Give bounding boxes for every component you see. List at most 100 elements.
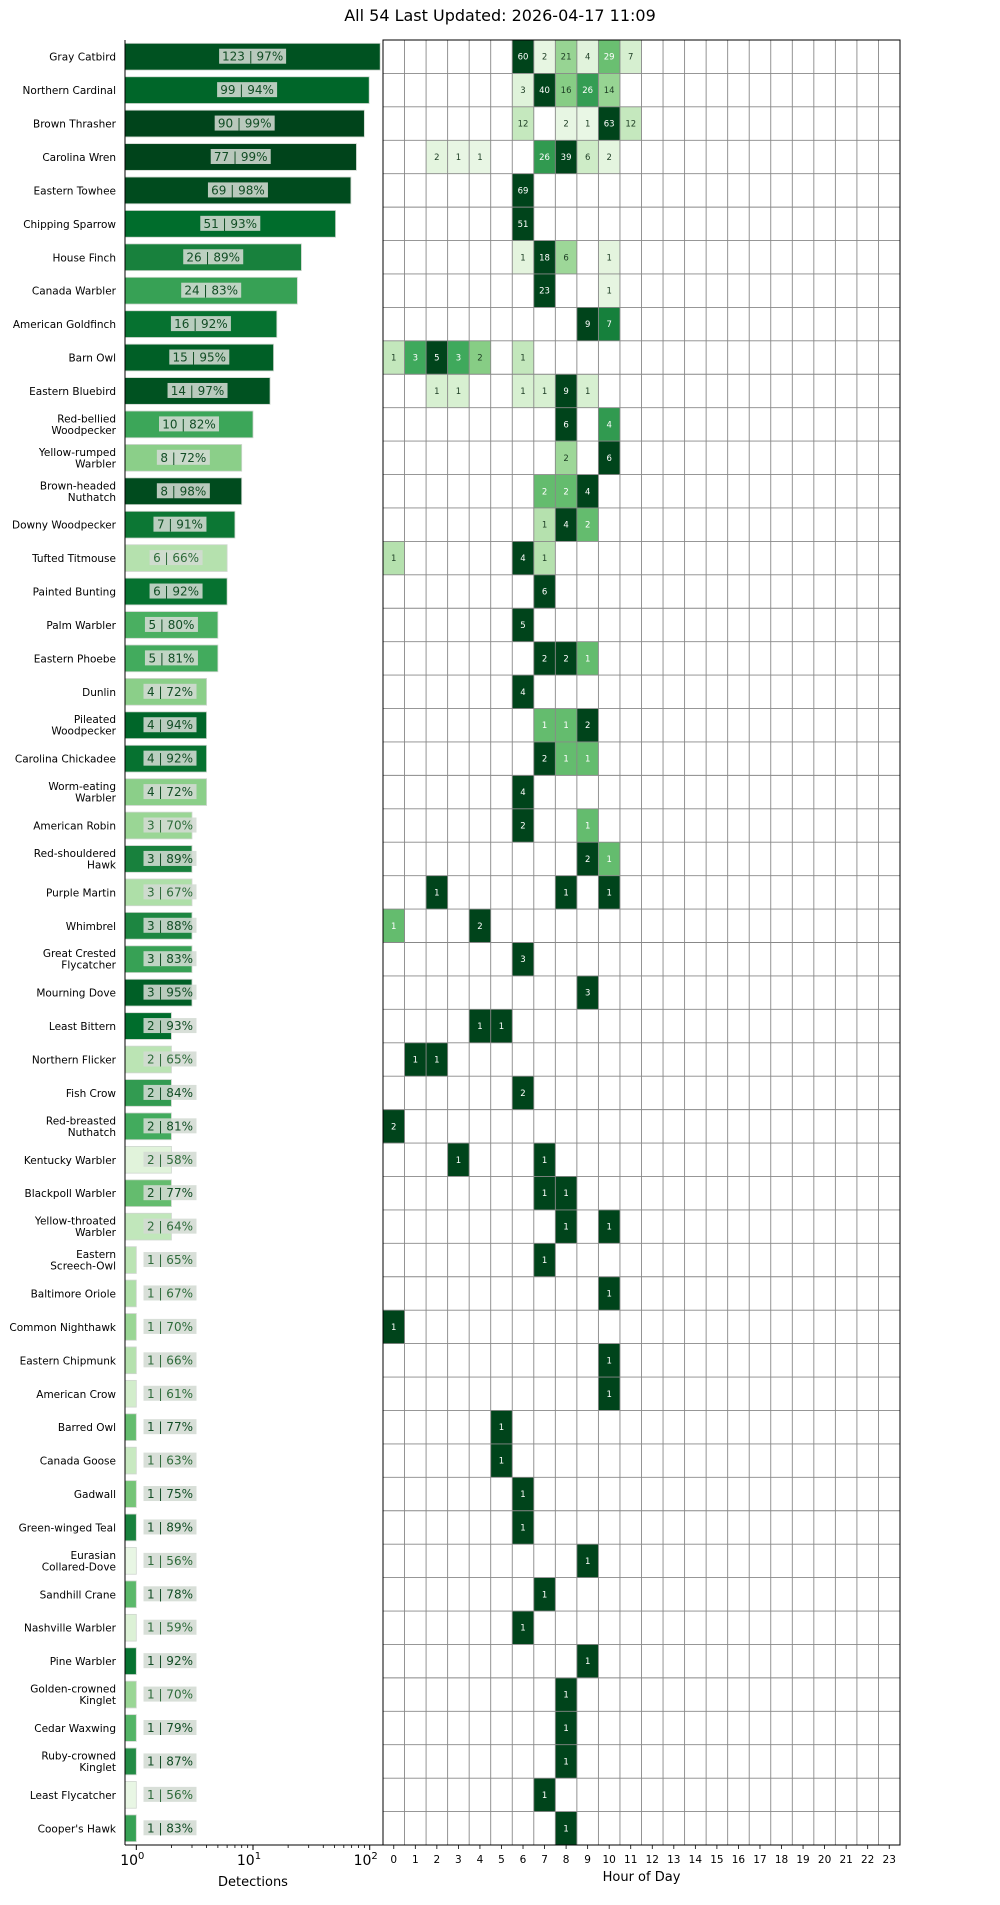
heat-cell: [576, 374, 599, 408]
heat-cell: [555, 875, 577, 910]
heat-cell-label: 1: [499, 1423, 504, 1433]
heat-cell: [555, 641, 577, 676]
heat-cell-label: 1: [606, 1390, 611, 1400]
heat-cell: [533, 40, 556, 74]
species-label-16: Painted Bunting: [33, 587, 116, 599]
bar-label-bg-53: [143, 1820, 197, 1836]
hour-tick-label: 9: [584, 1854, 591, 1866]
hour-tick-label: 1: [412, 1854, 419, 1866]
bar-value-label-38: 1 | 70%: [147, 1320, 193, 1334]
heat-cell: [598, 140, 620, 174]
species-label-22: Worm-eating Warbler: [48, 781, 116, 805]
heat-cell: [512, 541, 534, 575]
bar-label-bg-30: [143, 1051, 197, 1067]
heat-cell: [469, 1009, 491, 1043]
heat-cell-label: 26: [539, 153, 550, 163]
heat-cell-label: 1: [542, 387, 547, 397]
bar-tick-label-2: 102: [354, 1851, 378, 1869]
heat-cell: [555, 240, 577, 274]
heat-cell-label: 1: [563, 1757, 568, 1767]
bar-value-label-37: 1 | 67%: [147, 1286, 193, 1300]
heat-cell-label: 1: [606, 1223, 611, 1233]
bar-label-bg-51: [143, 1753, 197, 1769]
bar-label-bg-42: [143, 1452, 197, 1468]
heat-cell: [555, 441, 577, 475]
heat-cell: [576, 842, 599, 876]
hour-tick-label: 10: [603, 1854, 616, 1866]
heat-cell-label: 29: [604, 53, 615, 63]
heat-cell: [555, 407, 577, 442]
bar-value-label-27: 3 | 83%: [147, 952, 193, 966]
bar-label-bg-11: [159, 416, 219, 432]
bar-label-bg-36: [143, 1252, 197, 1268]
hour-tick-label: 6: [520, 1854, 527, 1866]
heat-cell-label: 12: [518, 120, 529, 130]
bar-label-bg-44: [143, 1519, 197, 1535]
bar-label-bg-9: [169, 349, 230, 365]
heat-cell-label: 1: [563, 755, 568, 765]
species-label-23: American Robin: [33, 821, 116, 833]
bar-value-label-25: 3 | 67%: [147, 885, 193, 899]
heat-cell-label: 1: [585, 387, 590, 397]
bar-label-bg-4: [207, 182, 268, 198]
heat-cell-label: 1: [542, 554, 547, 564]
heat-cell: [533, 73, 556, 107]
species-label-7: Canada Warbler: [32, 286, 117, 298]
heat-cell: [426, 875, 448, 910]
bar-label-bg-43: [143, 1486, 197, 1502]
heat-cell: [598, 40, 620, 74]
species-label-28: Mourning Dove: [36, 988, 116, 1000]
heat-cell-label: 6: [606, 454, 611, 464]
species-label-29: Least Bittern: [49, 1021, 116, 1033]
heat-cell: [598, 441, 620, 475]
species-label-47: Nashville Warbler: [24, 1623, 117, 1635]
bar-value-label-16: 6 | 92%: [153, 585, 199, 599]
bar-value-label-12: 8 | 72%: [160, 451, 206, 465]
heat-cell: [555, 1744, 577, 1779]
heat-cell: [512, 240, 534, 274]
bar-39: [124, 1346, 137, 1375]
heat-cell-label: 2: [606, 153, 611, 163]
heat-cell: [447, 340, 470, 375]
heat-cell-label: 1: [434, 1055, 439, 1065]
hour-tick-label: 0: [390, 1854, 397, 1866]
heat-cell: [576, 73, 599, 107]
heat-cell: [619, 40, 642, 74]
bar-label-bg-10: [167, 382, 228, 398]
bar-value-label-30: 2 | 65%: [147, 1052, 193, 1066]
heat-cell-label: 1: [456, 153, 461, 163]
heat-cell: [533, 1143, 556, 1177]
heat-cell-label: 21: [561, 53, 572, 63]
species-label-9: Barn Owl: [68, 353, 116, 365]
bar-label-bg-6: [183, 249, 244, 265]
heat-cell: [426, 1042, 448, 1077]
heat-cell-label: 14: [604, 86, 615, 96]
heat-cell-label: 1: [477, 1022, 482, 1032]
species-label-30: Northern Flicker: [32, 1054, 117, 1066]
heat-cell: [383, 1109, 405, 1144]
species-label-4: Eastern Towhee: [34, 185, 116, 197]
heat-cell: [447, 374, 470, 408]
heat-cell: [576, 507, 599, 542]
heat-cell-label: 2: [477, 354, 482, 364]
heat-cell-label: 2: [542, 487, 547, 497]
heat-cell-label: 1: [585, 1557, 590, 1567]
bar-label-bg-20: [143, 717, 197, 733]
heat-cell: [598, 106, 620, 141]
bar-52: [124, 1781, 137, 1809]
heat-cell: [533, 1577, 556, 1612]
heat-cell: [555, 708, 577, 742]
hour-tick-label: 17: [753, 1854, 766, 1866]
heat-cell: [533, 574, 556, 609]
bar-value-label-10: 14 | 97%: [171, 384, 225, 398]
bar-label-bg-23: [143, 817, 197, 833]
heat-cell-label: 2: [563, 487, 568, 497]
heat-cell: [533, 507, 556, 542]
heat-cell: [512, 1076, 534, 1110]
heat-cell-label: 1: [563, 1223, 568, 1233]
bar-value-label-31: 2 | 84%: [147, 1086, 193, 1100]
heat-cell: [598, 1343, 620, 1378]
heat-cell: [533, 273, 556, 308]
heat-cell-label: 1: [542, 521, 547, 531]
heat-cell-label: 63: [604, 120, 615, 130]
